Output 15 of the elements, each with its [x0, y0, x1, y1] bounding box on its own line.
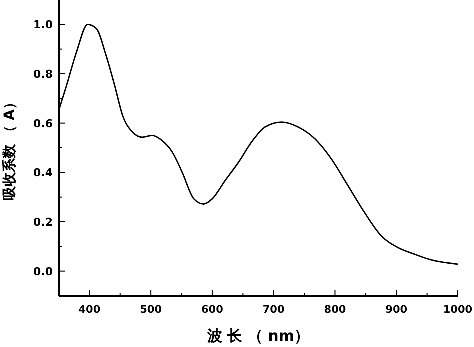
x-tick-label: 400	[78, 304, 101, 316]
y-tick-label: 0.0	[34, 265, 54, 278]
y-tick-label: 0.4	[34, 166, 54, 180]
x-tick-label: 800	[324, 304, 346, 316]
y-tick-label: 0.8	[34, 68, 53, 81]
x-tick-label: 1000	[443, 304, 473, 316]
y-tick-label: 1.0	[34, 18, 54, 32]
x-tick-label: 500	[140, 304, 162, 316]
x-tick-label: 700	[262, 304, 285, 316]
y-tick-label: 0.6	[34, 117, 54, 130]
x-tick-label: 600	[202, 304, 224, 316]
y-axis-title: 吸收系数 （ A）	[2, 96, 18, 200]
x-tick-label: 900	[386, 304, 408, 316]
x-axis-title: 波 长 （ nm）	[206, 327, 310, 345]
y-tick-label: 0.2	[34, 216, 53, 229]
